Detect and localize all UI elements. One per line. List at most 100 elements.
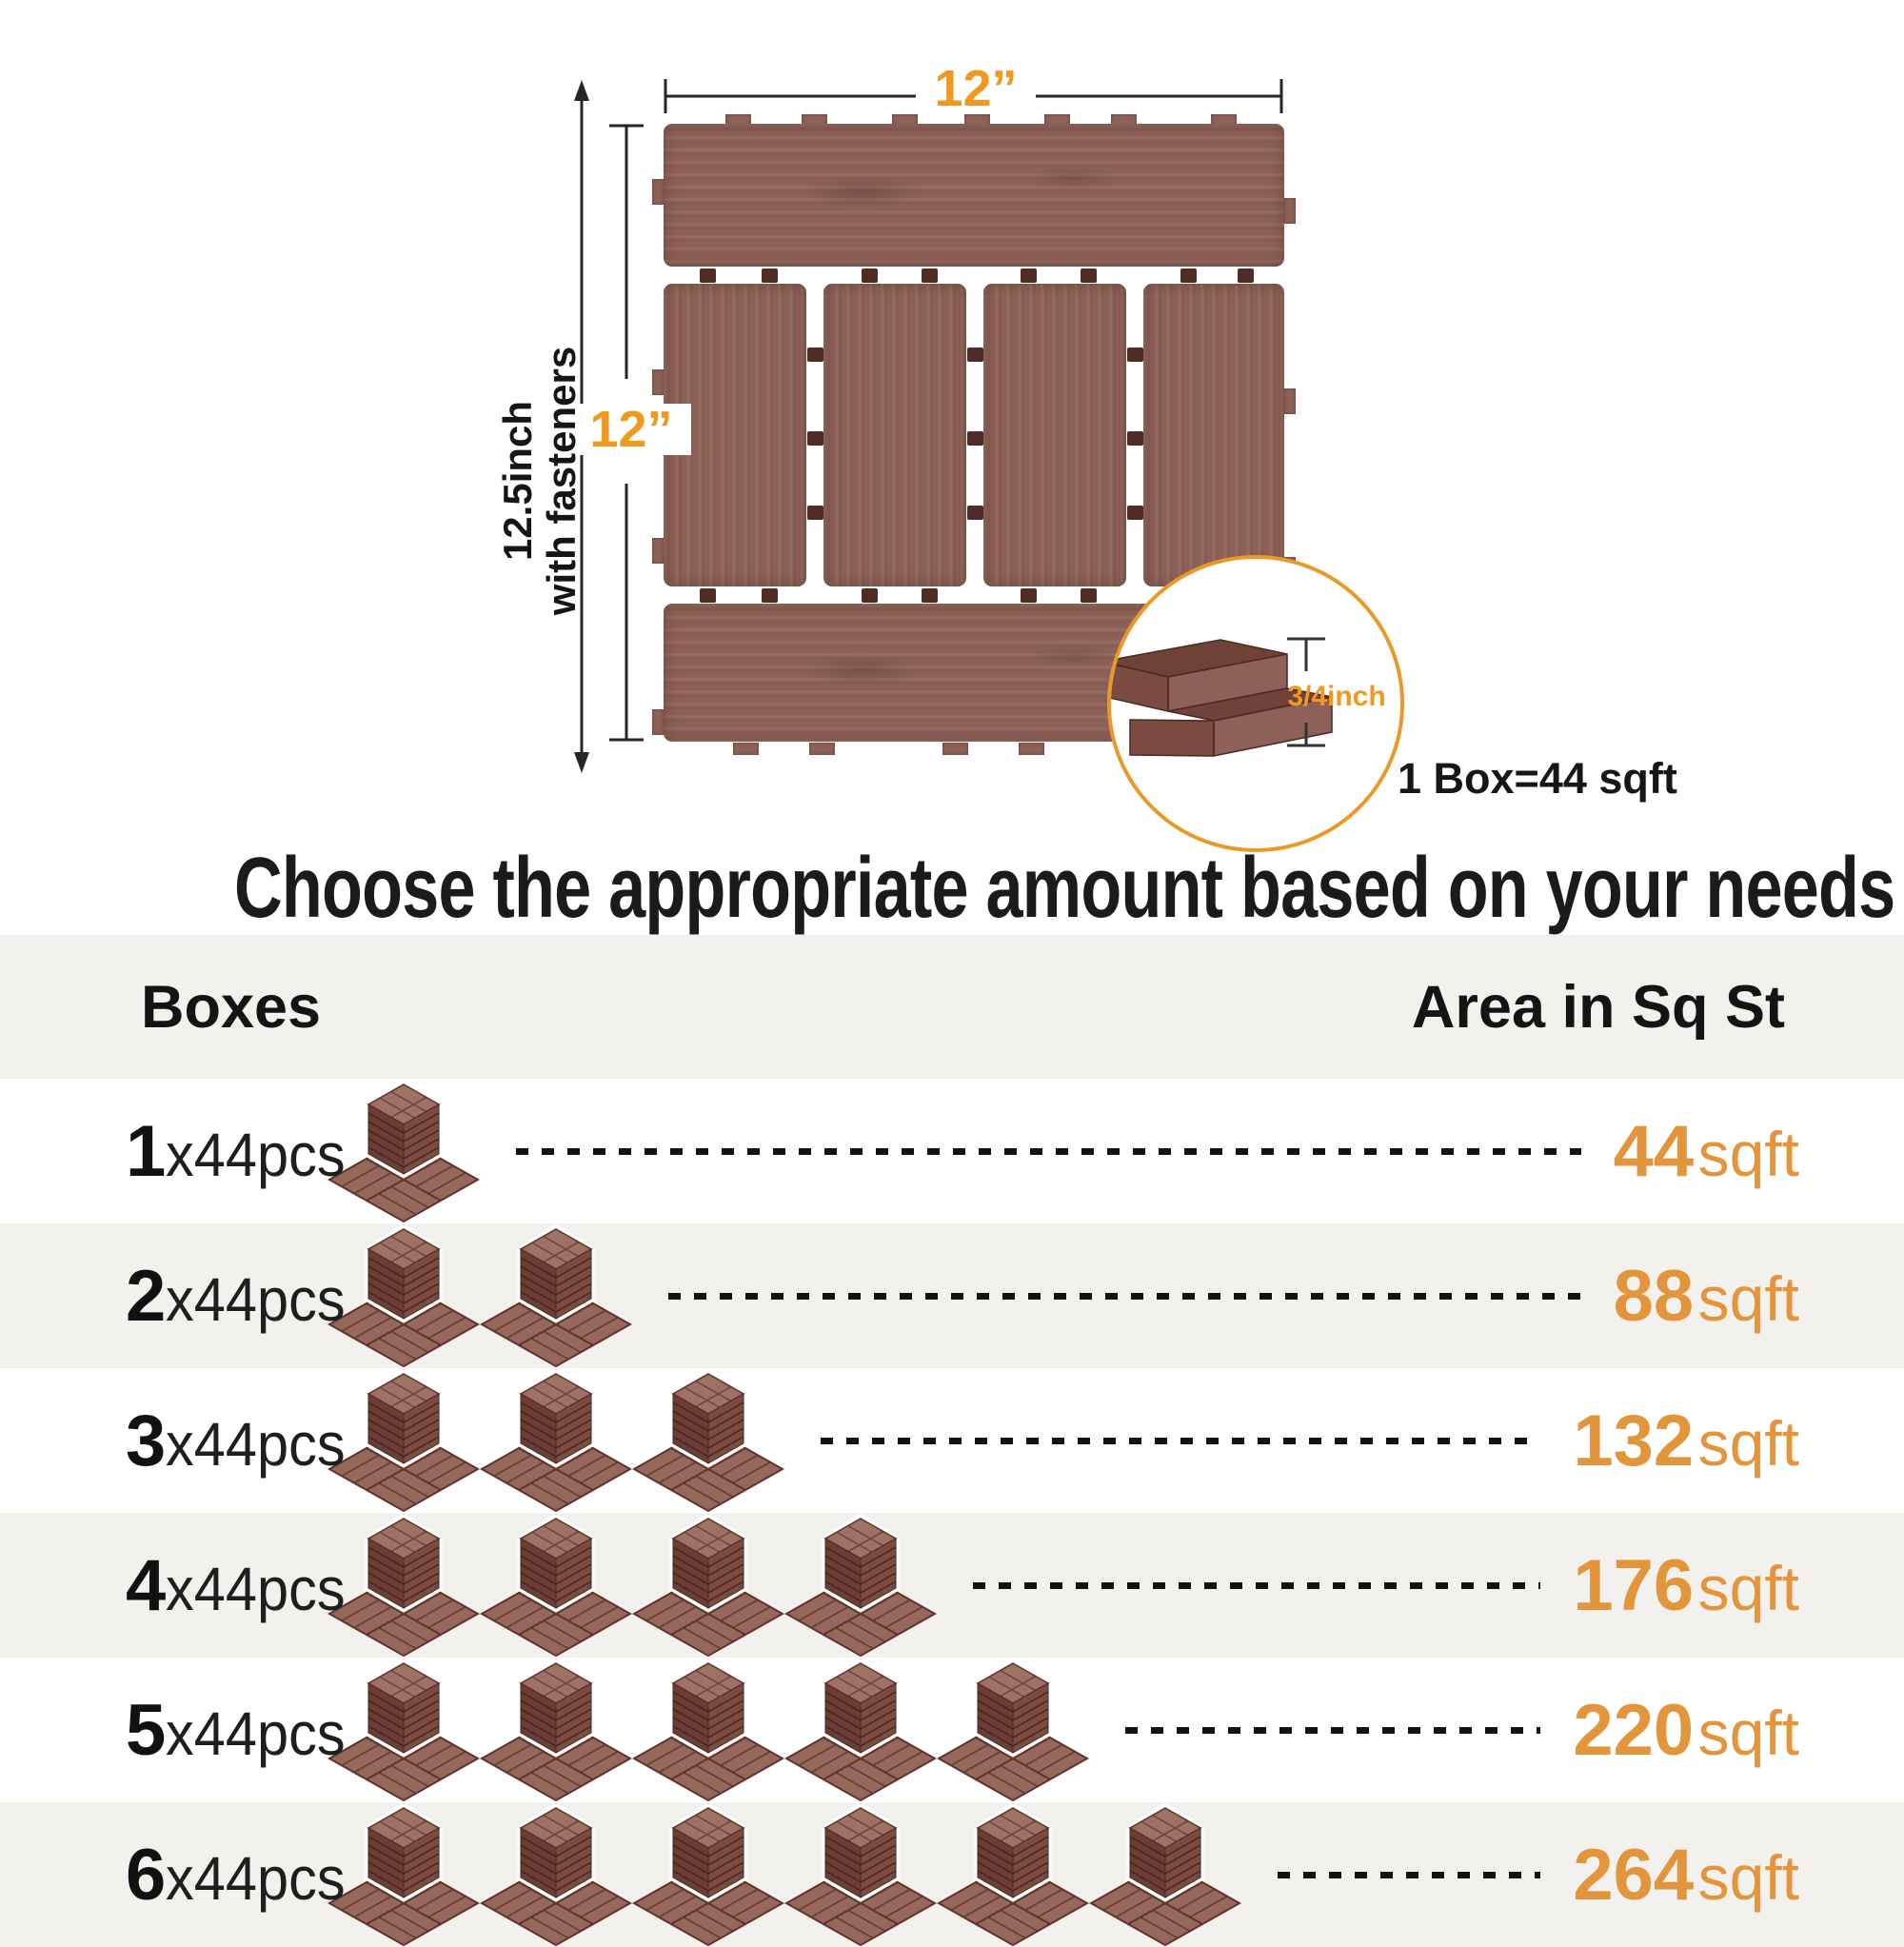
row-area-value: 88 sqft xyxy=(1614,1255,1799,1338)
row-icons xyxy=(327,1223,632,1368)
peg xyxy=(862,588,878,603)
tile-stack-icon xyxy=(632,1513,784,1658)
area-unit: sqft xyxy=(1697,1407,1799,1479)
connector-tab xyxy=(652,538,664,564)
peg xyxy=(967,348,983,362)
tile-stack-icon xyxy=(480,1368,632,1513)
tile-stack-icon xyxy=(327,1513,480,1658)
connector-tab xyxy=(652,369,664,395)
connector-tab xyxy=(733,743,759,755)
dashed-leader-line xyxy=(1278,1871,1541,1878)
tile-dimension-diagram: 12” 12” 12.5inch with fasteners xyxy=(0,0,1904,935)
tile-stack-icon xyxy=(480,1223,632,1368)
connector-tab xyxy=(942,743,968,755)
connector-tab xyxy=(1019,743,1044,755)
connector-tab xyxy=(1044,114,1070,127)
outer-height-dimension-label: 12.5inch with fasteners xyxy=(495,347,584,615)
row-area-value: 44 sqft xyxy=(1614,1110,1799,1193)
row-label: 3x44pcs xyxy=(126,1400,346,1482)
connector-tab xyxy=(1284,388,1296,414)
peg xyxy=(807,431,823,446)
header-area: Area in Sq St xyxy=(1411,973,1785,1041)
row-label: 6x44pcs xyxy=(126,1834,346,1917)
peg xyxy=(1021,268,1037,283)
tile-stack-icon xyxy=(327,1368,480,1513)
row-pcs-suffix: x44pcs xyxy=(166,1843,346,1913)
row-icons xyxy=(327,1513,937,1658)
row-box-count: 4 xyxy=(126,1544,167,1626)
table-header: Boxes Area in Sq St xyxy=(0,935,1904,1079)
row-box-count: 1 xyxy=(126,1110,167,1192)
tile-stack-icon xyxy=(784,1802,937,1947)
tile-plank-vertical xyxy=(983,284,1126,586)
tile-stack-icon xyxy=(937,1658,1089,1802)
peg xyxy=(1238,268,1254,283)
height-dimension-label: 12” xyxy=(571,404,691,455)
row-pcs-suffix: x44pcs xyxy=(166,1699,346,1768)
tile-side-profile xyxy=(1111,637,1333,757)
thickness-label: 3/4inch xyxy=(1287,681,1386,712)
tile-stack-icon xyxy=(327,1079,480,1223)
row-area-value: 220 sqft xyxy=(1573,1689,1799,1772)
tile-stack-icon xyxy=(632,1658,784,1802)
peg xyxy=(762,588,778,603)
area-number: 264 xyxy=(1573,1834,1695,1916)
tile-stack-icon xyxy=(480,1513,632,1658)
width-dimension-label: 12” xyxy=(916,63,1036,114)
tile-stack-icon xyxy=(327,1802,480,1947)
row-box-count: 5 xyxy=(126,1689,167,1771)
row-pcs-suffix: x44pcs xyxy=(166,1264,346,1334)
row-pcs-suffix: x44pcs xyxy=(166,1554,346,1623)
area-unit: sqft xyxy=(1697,1118,1799,1189)
tile-stack-icon xyxy=(327,1223,480,1368)
connector-tab xyxy=(652,179,664,205)
row-icons xyxy=(327,1658,1089,1802)
tile-plank-vertical xyxy=(1143,284,1284,586)
tile-stack-icon xyxy=(327,1658,480,1802)
connector-tab xyxy=(892,114,918,127)
connector-tab xyxy=(809,743,835,755)
tile-plank-top xyxy=(664,124,1284,267)
row-label: 2x44pcs xyxy=(126,1255,346,1338)
row-label: 4x44pcs xyxy=(126,1544,346,1627)
peg xyxy=(807,506,823,520)
tile-stack-icon xyxy=(480,1658,632,1802)
peg xyxy=(922,268,938,283)
connector-tab xyxy=(1111,114,1137,127)
area-unit: sqft xyxy=(1697,1841,1799,1913)
peg xyxy=(1021,588,1037,603)
connector-tab xyxy=(802,114,827,127)
header-boxes: Boxes xyxy=(141,973,322,1041)
table-row: 1x44pcs 44 sqft xyxy=(0,1079,1904,1223)
area-number: 88 xyxy=(1613,1255,1695,1337)
table-row: 3x44pcs 132 sqft xyxy=(0,1368,1904,1513)
tile-stack-icon xyxy=(784,1658,937,1802)
row-icons xyxy=(327,1368,784,1513)
table-row: 5x44pcs 220 sqft xyxy=(0,1658,1904,1802)
quantity-table: Boxes Area in Sq St 1x44pcs 44 sqft 2x44… xyxy=(0,935,1904,1947)
page-title: Choose the appropriate amount based on y… xyxy=(0,840,1904,938)
area-unit: sqft xyxy=(1697,1697,1799,1768)
peg xyxy=(922,588,938,603)
tile-plank-vertical xyxy=(823,284,966,586)
peg xyxy=(807,348,823,362)
box-coverage-note: 1 Box=44 sqft xyxy=(1398,754,1677,803)
connector-tab xyxy=(725,114,751,127)
tile-stack-icon xyxy=(1089,1802,1241,1947)
peg xyxy=(762,268,778,283)
peg xyxy=(967,431,983,446)
peg xyxy=(967,506,983,520)
row-area-value: 132 sqft xyxy=(1573,1400,1799,1482)
tile-stack-icon xyxy=(480,1802,632,1947)
area-number: 44 xyxy=(1613,1110,1695,1192)
row-box-count: 6 xyxy=(126,1834,167,1916)
row-pcs-suffix: x44pcs xyxy=(166,1409,346,1479)
area-unit: sqft xyxy=(1697,1262,1799,1334)
connector-tab xyxy=(1284,198,1296,224)
table-row: 4x44pcs 176 sqft xyxy=(0,1513,1904,1658)
row-box-count: 2 xyxy=(126,1255,167,1337)
peg xyxy=(1127,348,1143,362)
area-number: 176 xyxy=(1573,1544,1695,1626)
deck-tile-top-view xyxy=(652,114,1296,757)
peg xyxy=(1127,431,1143,446)
